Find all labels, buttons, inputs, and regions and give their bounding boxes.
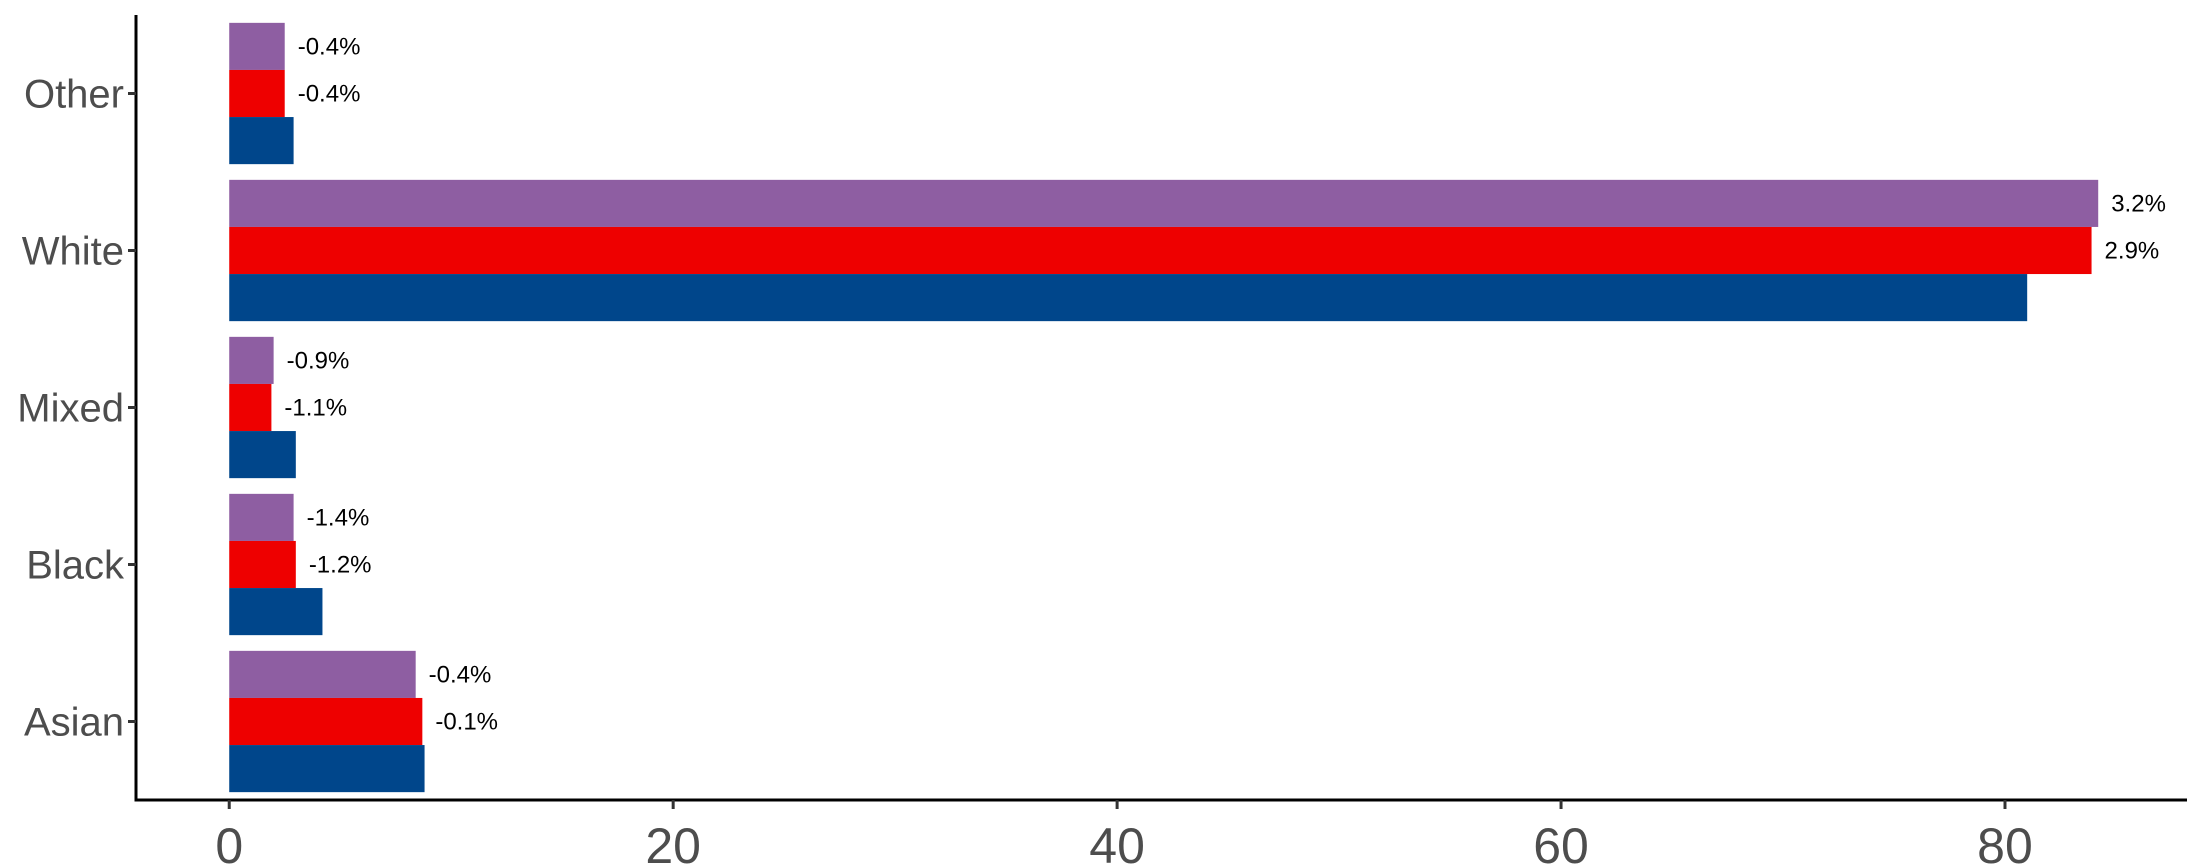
y-tick-label-white: White [22,230,124,274]
bar-asian-series-1 [229,650,416,698]
y-tick-label-mixed: Mixed [17,387,124,431]
bar-mixed-series-2 [229,383,272,432]
data-label-asian-series-1: -0.4% [429,661,492,688]
data-label-white-series-1: 3.2% [2111,190,2166,217]
bar-asian-series-3 [229,745,425,793]
y-axis: Other White Mixed Black Asian [17,73,136,745]
x-tick-label-60: 60 [1533,818,1589,868]
y-tick-label-black: Black [26,544,125,588]
y-tick-label-asian: Asian [24,701,124,745]
bar-white-series-1 [229,179,2099,227]
x-tick-label-40: 40 [1089,818,1145,868]
data-label-asian-series-2: -0.1% [435,709,498,736]
bars-layer [229,22,2099,793]
data-label-mixed-series-2: -1.1% [284,395,347,422]
data-label-black-series-1: -1.4% [307,504,370,531]
data-label-other-series-2: -0.4% [298,81,361,108]
x-tick-label-0: 0 [215,818,243,868]
data-labels-layer: -0.4% -0.4% 3.2% 2.9% -0.9% -1.1% -1.4% -1.2% -0… [284,33,2166,735]
bar-other-series-2 [229,69,285,118]
x-tick-label-20: 20 [645,818,701,868]
bar-other-series-1 [229,22,285,70]
bar-mixed-series-3 [229,431,296,479]
data-label-black-series-2: -1.2% [309,552,372,579]
x-tick-label-80: 80 [1977,818,2033,868]
bar-asian-series-2 [229,697,423,746]
bar-mixed-series-1 [229,336,274,384]
y-tick-label-other: Other [24,73,124,117]
bar-black-series-3 [229,588,323,636]
bar-black-series-1 [229,493,294,541]
data-label-mixed-series-1: -0.9% [287,347,350,374]
data-label-other-series-1: -0.4% [298,33,361,60]
bar-white-series-3 [229,274,2028,322]
bar-black-series-2 [229,540,296,589]
bar-other-series-3 [229,117,294,165]
x-axis: 0 20 40 60 80 [215,800,2033,868]
bar-white-series-2 [229,226,2092,275]
data-label-white-series-2: 2.9% [2105,238,2160,265]
